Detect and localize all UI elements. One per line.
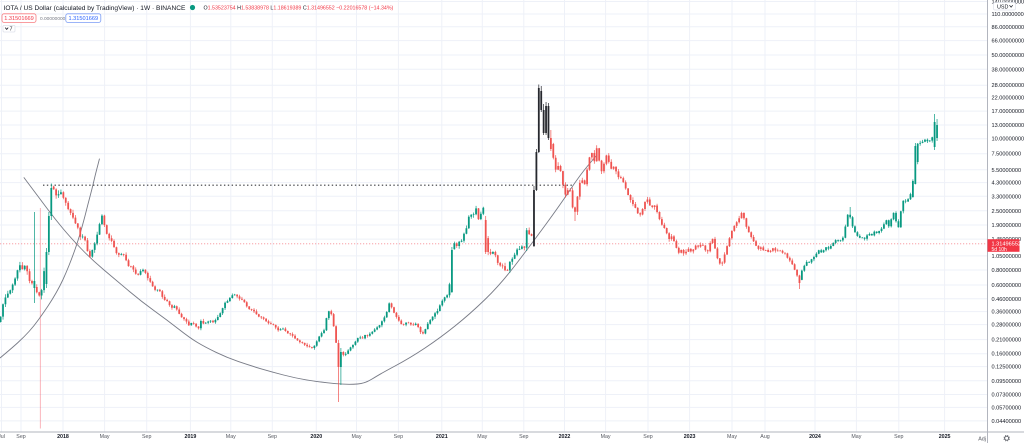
svg-text:7: 7: [10, 27, 13, 33]
svg-text:2023: 2023: [684, 434, 696, 440]
svg-text:22.00000000: 22.00000000: [992, 96, 1024, 102]
svg-text:May: May: [851, 434, 861, 440]
svg-text:May: May: [100, 434, 110, 440]
svg-text:0.60000000: 0.60000000: [992, 283, 1022, 289]
svg-text:May: May: [477, 434, 487, 440]
svg-text:Sep: Sep: [894, 434, 903, 440]
svg-text:May: May: [351, 434, 361, 440]
svg-text:7.50000000: 7.50000000: [992, 152, 1022, 158]
svg-text:28.00000000: 28.00000000: [992, 83, 1024, 89]
svg-text:May: May: [601, 434, 611, 440]
svg-text:0.16000000: 0.16000000: [992, 352, 1022, 358]
svg-text:IOTA / US Dollar (calculated b: IOTA / US Dollar (calculated by TradingV…: [4, 5, 186, 12]
svg-text:5d 10h: 5d 10h: [992, 247, 1008, 253]
svg-text:May: May: [226, 434, 236, 440]
svg-text:2.50000000: 2.50000000: [992, 209, 1022, 215]
svg-text:0.07300000: 0.07300000: [992, 393, 1022, 399]
svg-text:0.00000000: 0.00000000: [40, 16, 66, 22]
svg-text:Sep: Sep: [268, 434, 277, 440]
svg-text:13.00000000: 13.00000000: [992, 123, 1024, 129]
svg-text:1.31501669: 1.31501669: [4, 16, 34, 22]
svg-text:2022: 2022: [559, 434, 571, 440]
svg-text:Jul: Jul: [0, 434, 5, 440]
svg-text:Sep: Sep: [519, 434, 528, 440]
svg-text:2021: 2021: [436, 434, 448, 440]
svg-text:0.12500000: 0.12500000: [992, 365, 1022, 371]
svg-text:May: May: [727, 434, 737, 440]
svg-text:17.00000000: 17.00000000: [992, 109, 1024, 115]
svg-text:Sep: Sep: [394, 434, 403, 440]
svg-text:2020: 2020: [310, 434, 322, 440]
svg-text:0.21000000: 0.21000000: [992, 338, 1022, 344]
svg-text:0.46000000: 0.46000000: [992, 297, 1022, 303]
svg-text:10.00000000: 10.00000000: [992, 137, 1024, 143]
svg-text:110.00000000: 110.00000000: [992, 12, 1024, 18]
svg-text:4.30000000: 4.30000000: [992, 181, 1022, 187]
svg-text:1.31496552: 1.31496552: [992, 241, 1022, 247]
svg-text:Sep: Sep: [142, 434, 151, 440]
svg-text:2018: 2018: [57, 434, 69, 440]
svg-text:0.80000000: 0.80000000: [992, 268, 1022, 274]
svg-text:50.00000000: 50.00000000: [992, 53, 1024, 59]
svg-text:0.04400000: 0.04400000: [992, 419, 1022, 425]
svg-text:1.31501669: 1.31501669: [69, 16, 99, 22]
svg-text:0.36000000: 0.36000000: [992, 310, 1022, 316]
svg-text:0.09500000: 0.09500000: [992, 379, 1022, 385]
svg-text:38.00000000: 38.00000000: [992, 67, 1024, 73]
svg-text:Sep: Sep: [643, 434, 652, 440]
svg-text:5.50000000: 5.50000000: [992, 168, 1022, 174]
svg-text:O1.53523754 H1.53838978 L1.186: O1.53523754 H1.53838978 L1.18619389 C1.3…: [204, 6, 394, 12]
svg-text:1.05000000: 1.05000000: [992, 254, 1022, 260]
svg-text:0.05700000: 0.05700000: [992, 405, 1022, 411]
svg-text:USD: USD: [997, 4, 1008, 10]
svg-text:2024: 2024: [809, 434, 821, 440]
svg-text:0.28000000: 0.28000000: [992, 323, 1022, 329]
svg-text:Adj: Adj: [978, 436, 986, 442]
svg-text:3.30000000: 3.30000000: [992, 194, 1022, 200]
svg-text:2025: 2025: [939, 434, 951, 440]
svg-text:Aug: Aug: [760, 434, 769, 440]
svg-text:2019: 2019: [185, 434, 197, 440]
svg-text:Sep: Sep: [16, 434, 25, 440]
svg-text:1.90000000: 1.90000000: [992, 223, 1022, 229]
svg-text:86.00000000: 86.00000000: [992, 25, 1024, 31]
svg-text:66.00000000: 66.00000000: [992, 39, 1024, 45]
